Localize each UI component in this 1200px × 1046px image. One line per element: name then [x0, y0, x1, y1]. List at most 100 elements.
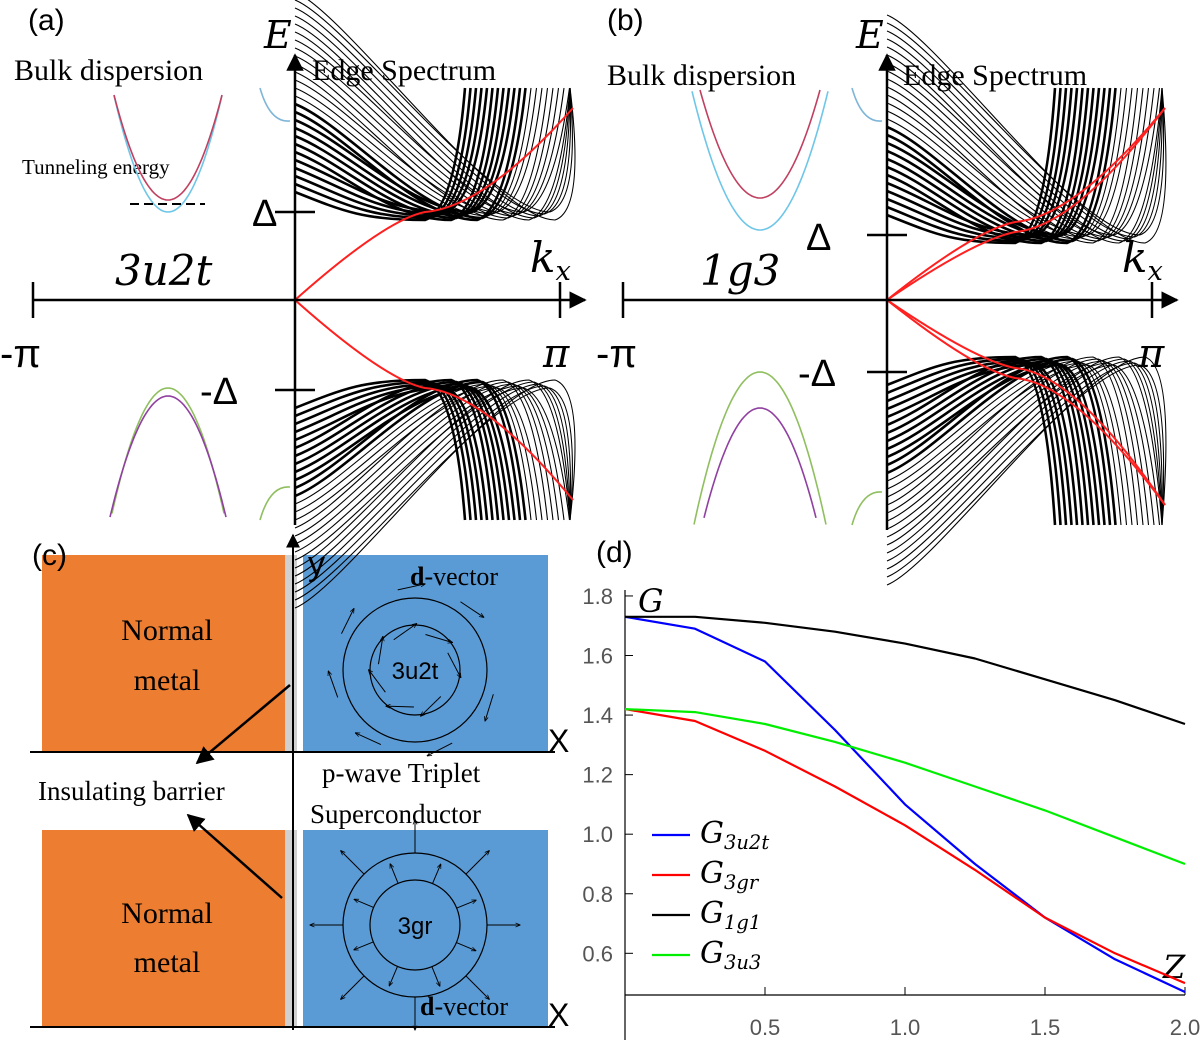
d-arrow	[485, 694, 494, 721]
edge-state	[886, 87, 1095, 241]
ring	[369, 879, 461, 971]
edge-state	[886, 38, 1163, 240]
y-tick-label: 1.8	[582, 584, 613, 609]
edge-state	[294, 79, 543, 213]
bulk-band	[259, 486, 291, 521]
sc-block	[303, 830, 548, 1027]
y-tick-label: 1.2	[582, 763, 613, 788]
gap-label: Δ	[806, 217, 831, 259]
panel-c-shapes	[30, 533, 555, 1030]
metal-block	[42, 830, 285, 1027]
y-tick-label: 0.8	[582, 882, 613, 907]
edge-state	[886, 86, 1144, 242]
annotation: Tunneling energy	[22, 155, 170, 179]
d-arrow	[431, 966, 440, 986]
d-arrow	[397, 584, 425, 591]
legend-label: G3u2t	[700, 816, 769, 854]
edge-state	[886, 355, 1057, 526]
edge-state	[294, 386, 516, 521]
ring	[342, 597, 488, 743]
edge-state	[294, 71, 549, 221]
gap-label: -Δ	[798, 353, 836, 395]
edge-state	[886, 62, 1161, 236]
panel-a-texts: E Bulk dispersion Edge Spectrum Tunnelin…	[0, 13, 571, 413]
edge-state	[886, 357, 1117, 526]
edge-state	[886, 87, 1112, 245]
axis-label: kx	[530, 233, 571, 287]
d-arrow	[447, 652, 461, 678]
edge-state	[886, 364, 1161, 538]
labels: (a) (b) (c) (d)	[28, 4, 644, 572]
edge-state	[886, 355, 1112, 526]
edge-state	[886, 87, 1101, 239]
d-arrow	[328, 671, 339, 698]
edge-state	[294, 87, 505, 218]
edge-state	[886, 359, 1095, 526]
barrier-block	[285, 555, 297, 752]
edge-state	[886, 363, 1106, 526]
d-arrow	[377, 637, 382, 665]
d-arrow	[427, 742, 453, 756]
x-axis-label: Z	[1162, 948, 1186, 986]
x-tick-label: 0.5	[750, 1015, 781, 1040]
legend-label: G3u3	[700, 936, 761, 974]
axis-label: kx	[1122, 233, 1163, 287]
edge-state	[294, 7, 572, 215]
bulk-band	[109, 395, 227, 518]
order-label: 3u2t	[392, 658, 439, 685]
panel-label: (d)	[596, 536, 633, 569]
axis-label: X	[548, 723, 569, 759]
edge-mode	[886, 299, 1166, 506]
edge-state	[294, 378, 522, 521]
edge-state	[886, 22, 1165, 236]
metal-label: metal	[134, 946, 201, 979]
vector-label: d-vector	[420, 992, 508, 1021]
d-arrow	[465, 975, 489, 999]
panel-b-texts: E Bulk dispersion Edge Spectrum Δ -Δ 1g3…	[596, 13, 1165, 395]
edge-state	[886, 360, 1150, 526]
edge-state	[886, 14, 1167, 244]
edge-state	[294, 378, 494, 521]
y-axis-label: G	[638, 582, 664, 620]
sc-label: p-wave Triplet	[322, 758, 481, 788]
edge-state	[294, 378, 467, 521]
edge-state	[294, 0, 573, 213]
edge-state	[307, 0, 576, 221]
series-line	[625, 615, 1186, 726]
edge-state	[886, 364, 1165, 578]
d-arrow	[456, 900, 476, 909]
bulk-band	[851, 87, 883, 122]
edge-state	[294, 379, 571, 569]
edge-state	[886, 87, 1106, 237]
axis-label: E	[263, 13, 292, 57]
panel-label: (b)	[607, 4, 644, 37]
x-tick-label: 1.5	[1030, 1015, 1061, 1040]
edge-state	[294, 87, 522, 222]
d-arrow	[341, 851, 365, 875]
edge-state	[294, 31, 571, 221]
edge-state	[886, 54, 1163, 244]
edge-state	[886, 87, 1139, 244]
y-tick-label: 0.6	[582, 941, 613, 966]
x-tick-label: 1.0	[890, 1015, 921, 1040]
edge-state	[886, 87, 1057, 245]
vector-label: d-vector	[410, 562, 498, 591]
bulk-band	[693, 371, 827, 525]
subtitle: Bulk dispersion	[14, 54, 203, 87]
axis-end: π	[1137, 331, 1165, 377]
axis-end: π	[542, 331, 570, 377]
bulk-band	[699, 89, 821, 199]
edge-mode	[886, 299, 1166, 506]
axis-label: E	[855, 13, 884, 57]
bulk-band	[111, 387, 225, 514]
x-tick-label: 2.0	[1170, 1015, 1200, 1040]
edge-mode	[294, 107, 574, 301]
edge-state	[886, 362, 1163, 570]
barrier-label: Insulating barrier	[38, 776, 225, 806]
edge-state	[294, 55, 560, 217]
axis-end: -π	[596, 332, 637, 376]
edge-state	[886, 358, 1163, 554]
edge-state	[294, 87, 516, 214]
edge-state	[294, 387, 571, 561]
edge-state	[294, 15, 571, 217]
